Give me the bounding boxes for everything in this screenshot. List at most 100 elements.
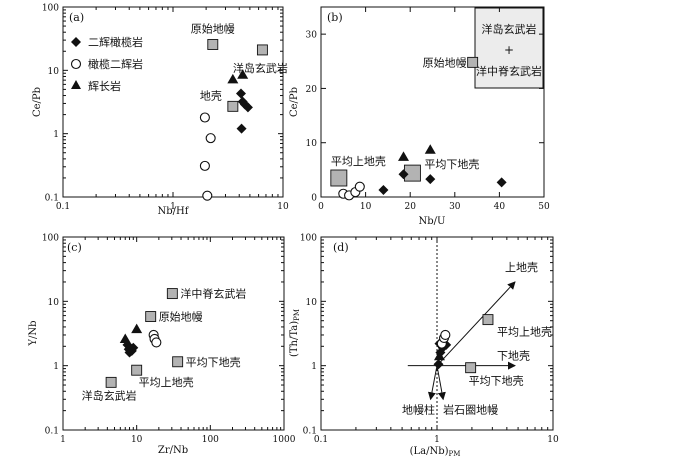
reference-point-square [105,376,117,388]
reference-label: 原始地幔 [191,21,235,35]
data-point-triangle [433,350,445,361]
field-box-plus: + [504,43,514,57]
legend-triangle-marker [71,80,81,89]
reference-point-square [172,356,184,368]
sample-points [199,69,253,201]
data-point-triangle [424,144,436,154]
x-tick-label: 30 [449,202,461,212]
data-point-circle [151,337,162,348]
data-point-triangle [227,73,239,84]
x-tick-label: 50 [538,202,550,212]
y-tick-label: 100 [42,234,59,244]
x-tick-label: 20 [404,202,416,212]
x-axis-label: Nb/Hf [158,206,190,217]
vector-label: 岩石圈地幔 [443,402,498,416]
axis-ticks: 0.1 1 10 0.1 1 10 100 [42,4,289,213]
plot-frame [62,236,285,431]
y-axis-label: Ce/Pb [32,87,43,117]
field-box-label: 洋岛玄武岩 [482,22,537,36]
vector-label: 上地壳 [505,260,538,274]
data-point-circle [202,190,213,201]
legend-label: 辉长岩 [88,79,121,93]
reference-label: 平均上地壳 [497,325,552,339]
x-tick-label: 0.1 [314,435,328,445]
vector-label: 下地壳 [497,349,530,363]
reference-label: 洋中脊玄武岩 [180,287,246,301]
data-point-triangle [237,69,249,79]
y-tick-label: 0.1 [45,427,59,437]
x-tick-label: 10 [131,435,143,445]
data-point-diamond [242,102,253,113]
legend-label: 橄榄二辉岩 [88,57,143,71]
y-tick-label: 1 [53,362,59,372]
legend-diamond-marker [71,37,81,47]
x-tick-label: 1 [434,435,440,445]
sample-points [338,144,507,201]
sample-points [433,329,452,370]
y-tick-label: 0.1 [303,427,317,437]
x-tick-label: 1 [170,202,176,212]
data-point-diamond [496,177,507,188]
y-tick-label: 1 [311,362,317,372]
reference-label: 平均上地壳 [331,154,386,168]
reference-point-square [482,314,494,326]
panel-label: (a) [69,11,84,24]
x-tick-label: 10 [547,435,559,445]
reference-label: 洋岛玄武岩 [233,61,288,75]
reference-point-square [256,44,268,56]
x-axis-label: (La/Nb)PM [410,446,461,457]
vector-label: 地幔柱 [402,402,435,416]
x-tick-label: 0.1 [56,202,70,212]
y-tick-label: 20 [306,85,318,95]
axis-ticks: 0 10 20 30 40 50 0 10 20 30 [306,7,550,212]
data-point-triangle [131,323,143,334]
legend-circle-marker [70,58,82,70]
reference-point-square [330,169,348,187]
sample-points [119,323,162,358]
y-tick-label: 1 [53,130,59,140]
data-point-circle [354,181,365,192]
data-point-diamond [236,123,247,134]
reference-label: 洋岛玄武岩 [82,388,137,402]
x-tick-label: 100 [202,435,219,445]
y-tick-label: 30 [306,31,318,41]
panel-label: (b) [327,11,343,24]
reference-point-square [227,100,239,112]
reference-label: 地壳 [200,88,222,102]
data-point-diamond [235,88,246,99]
y-tick-label: 0.1 [45,194,59,204]
data-point-diamond [123,344,134,355]
x-tick-label: 40 [494,202,506,212]
reference-label: 原始地幔 [423,55,467,69]
reference-point-square [131,364,143,376]
data-point-circle [440,329,451,341]
x-tick-label: 10 [277,202,289,212]
y-tick-label: 0 [311,194,317,204]
x-tick-label: 10 [360,202,372,212]
x-axis-label: Zr/Nb [158,445,188,456]
y-axis-label: Y/Nb [28,320,39,346]
y-tick-label: 10 [306,298,318,308]
data-point-triangle [398,151,410,161]
vector-arrow [427,365,438,401]
vector-arrow [436,365,446,401]
x-tick-label: 1000 [273,435,296,445]
data-point-circle [199,112,210,123]
panel-b: 洋岛玄武岩 + 洋中脊玄武岩 (b) 0 10 20 30 40 50 0 10 20 30 原始… [289,6,550,227]
y-tick-label: 10 [48,67,60,77]
y-tick-label: 10 [48,298,60,308]
y-tick-label: 100 [300,234,317,244]
plot-frame [320,6,545,198]
reference-point-square [166,288,178,300]
vector-arrow [436,281,516,367]
x-tick-label: 0 [318,202,324,212]
reference-label: 平均下地壳 [469,374,524,388]
